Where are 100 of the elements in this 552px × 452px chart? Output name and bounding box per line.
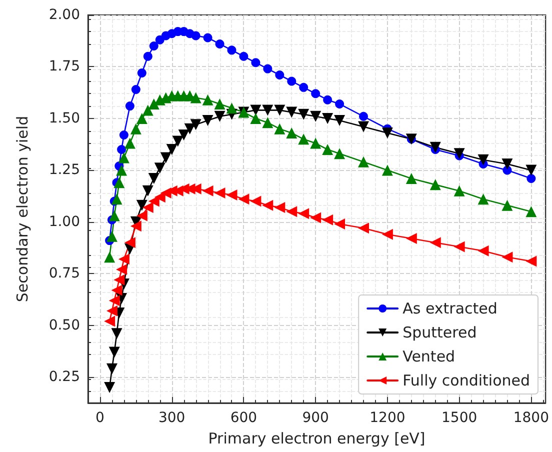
x-tick-label: 1500 <box>441 410 478 426</box>
point <box>202 185 214 196</box>
point <box>298 108 310 120</box>
point <box>136 112 148 124</box>
point <box>502 158 513 170</box>
point <box>406 172 417 184</box>
point <box>322 214 334 226</box>
point <box>298 134 310 145</box>
point <box>124 138 136 149</box>
point <box>119 130 128 140</box>
point <box>286 206 298 218</box>
point <box>226 190 238 201</box>
point <box>202 115 214 126</box>
point <box>359 112 368 121</box>
point <box>334 148 346 160</box>
point <box>334 115 346 126</box>
point <box>214 110 226 122</box>
point <box>108 346 120 358</box>
point <box>358 156 369 168</box>
point <box>111 284 122 296</box>
point <box>250 112 262 124</box>
point <box>106 363 118 374</box>
x-axis-title: Primary electron energy [eV] <box>208 430 426 448</box>
point <box>286 127 298 138</box>
point <box>137 68 146 78</box>
point <box>124 237 136 248</box>
point <box>125 102 134 111</box>
point <box>478 245 489 256</box>
point <box>262 200 274 211</box>
point <box>104 382 116 393</box>
point <box>130 220 142 232</box>
legend-label: As extracted <box>402 300 498 318</box>
legend-label: Sputtered <box>402 324 477 342</box>
point <box>108 295 120 306</box>
point <box>334 218 346 230</box>
x-tick-label: 600 <box>230 410 258 426</box>
point <box>502 200 513 211</box>
point <box>160 152 172 164</box>
point <box>191 31 200 40</box>
point <box>250 196 262 207</box>
point <box>454 148 465 160</box>
point <box>478 194 489 205</box>
point <box>214 187 226 198</box>
point <box>286 106 298 118</box>
point <box>250 104 262 116</box>
point <box>190 92 202 104</box>
x-tick-label: 1800 <box>513 410 550 426</box>
point <box>358 222 369 234</box>
point <box>130 123 142 134</box>
y-tick-label: 1.75 <box>48 58 80 75</box>
y-tick-label: 1.25 <box>48 162 80 178</box>
point <box>190 119 202 130</box>
y-axis-title: Secondary electron yield <box>14 116 32 302</box>
point <box>454 241 465 252</box>
point <box>118 254 130 265</box>
point <box>142 185 154 196</box>
point <box>136 210 148 222</box>
point <box>149 42 158 51</box>
x-tick-label: 0 <box>96 410 104 426</box>
point <box>214 98 226 110</box>
point <box>454 185 465 196</box>
y-tick-label: 2.00 <box>48 7 80 23</box>
point <box>262 104 274 116</box>
legend-label: Fully conditioned <box>402 372 530 390</box>
point <box>322 112 334 124</box>
point <box>215 39 224 48</box>
point <box>478 154 489 166</box>
point <box>106 230 118 242</box>
point <box>116 264 128 276</box>
point <box>111 328 122 340</box>
point <box>104 316 116 327</box>
legend-label: Vented <box>402 348 456 366</box>
point <box>406 232 417 244</box>
point <box>142 104 154 116</box>
point <box>111 194 122 205</box>
point <box>104 252 116 263</box>
point <box>274 104 286 116</box>
x-tick-label: 1200 <box>370 410 406 426</box>
point <box>108 210 120 222</box>
point <box>136 200 148 211</box>
point <box>311 89 320 98</box>
point <box>262 117 274 128</box>
point <box>382 127 393 138</box>
point <box>382 164 393 176</box>
point <box>238 194 250 205</box>
point <box>274 202 286 213</box>
point <box>117 145 126 154</box>
x-tick-label: 300 <box>158 410 186 426</box>
point <box>148 98 160 110</box>
point <box>166 144 178 156</box>
point <box>310 212 322 224</box>
point <box>298 208 310 220</box>
point <box>202 94 214 106</box>
point <box>430 237 441 248</box>
point <box>154 162 166 174</box>
point <box>287 76 296 86</box>
point <box>358 121 369 132</box>
point <box>275 70 284 80</box>
point <box>323 95 332 104</box>
point <box>274 123 286 134</box>
